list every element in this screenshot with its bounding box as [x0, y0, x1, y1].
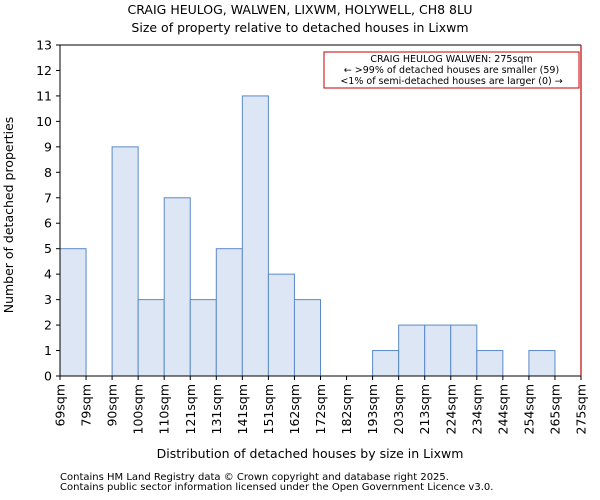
y-tick-label: 1 — [44, 343, 52, 358]
histogram-bar — [163, 197, 191, 377]
y-tick-label: 3 — [44, 292, 52, 307]
histogram-bar — [476, 350, 504, 377]
histogram-bar — [267, 273, 295, 377]
annotation-box — [323, 51, 580, 89]
histogram-bar — [398, 324, 426, 377]
histogram-bar — [528, 350, 556, 377]
x-tick-label: 121sqm — [183, 384, 198, 434]
x-tick-label: 110sqm — [157, 384, 172, 434]
x-tick-label: 182sqm — [339, 384, 354, 434]
x-tick-label: 234sqm — [469, 384, 484, 434]
x-tick-label: 244sqm — [495, 384, 510, 434]
y-tick-label: 2 — [44, 318, 52, 333]
x-tick-label: 90sqm — [105, 384, 120, 427]
x-tick-label: 141sqm — [235, 384, 250, 434]
y-tick-label: 5 — [44, 241, 52, 256]
histogram-bar — [215, 248, 243, 377]
x-tick-label: 224sqm — [443, 384, 458, 434]
y-tick-label: 10 — [36, 114, 52, 129]
footer-copyright: Contains HM Land Registry data © Crown c… — [60, 472, 449, 483]
chart-title: CRAIG HEULOG, WALWEN, LIXWM, HOLYWELL, C… — [127, 2, 473, 17]
x-tick-label: 213sqm — [417, 384, 432, 434]
y-tick-label: 7 — [44, 190, 52, 205]
footer-licence: Contains public sector information licen… — [60, 482, 494, 493]
histogram-bar — [241, 95, 269, 377]
x-tick-label: 151sqm — [261, 384, 276, 434]
histogram-bar — [111, 146, 139, 377]
x-tick-label: 265sqm — [547, 384, 562, 434]
y-tick-label: 0 — [44, 369, 52, 384]
x-tick-label: 79sqm — [79, 384, 94, 427]
x-tick-label: 162sqm — [287, 384, 302, 434]
y-tick-label: 8 — [44, 165, 52, 180]
annotation-larger: <1% of semi-detached houses are larger (… — [340, 76, 562, 87]
histogram-bar — [189, 299, 217, 377]
histogram-bar — [137, 299, 165, 377]
histogram-bar — [59, 248, 87, 377]
y-tick-label: 13 — [36, 38, 52, 53]
annotation-smaller: ← >99% of detached houses are smaller (5… — [344, 65, 559, 76]
x-tick-label: 275sqm — [574, 384, 589, 434]
y-tick-label: 9 — [44, 139, 52, 154]
chart-subtitle: Size of property relative to detached ho… — [131, 20, 469, 35]
y-axis-label: Number of detached properties — [1, 117, 16, 314]
x-tick-label: 254sqm — [521, 384, 536, 434]
histogram-bar — [450, 324, 478, 377]
x-tick-label: 193sqm — [365, 384, 380, 434]
y-tick-label: 12 — [36, 63, 52, 78]
y-tick-label: 6 — [44, 216, 52, 231]
histogram-bar — [293, 299, 322, 377]
x-tick-label: 131sqm — [209, 384, 224, 434]
y-tick-label: 4 — [44, 267, 52, 282]
x-tick-label: 69sqm — [53, 384, 68, 427]
histogram-bar — [424, 324, 452, 377]
annotation-title: CRAIG HEULOG WALWEN: 275sqm — [370, 54, 532, 65]
y-tick-label: 11 — [36, 88, 52, 103]
x-tick-label: 100sqm — [131, 384, 146, 434]
x-tick-label: 172sqm — [313, 384, 328, 434]
x-axis-label: Distribution of detached houses by size … — [157, 446, 464, 461]
histogram-bar — [372, 350, 400, 377]
x-tick-label: 203sqm — [391, 384, 406, 434]
